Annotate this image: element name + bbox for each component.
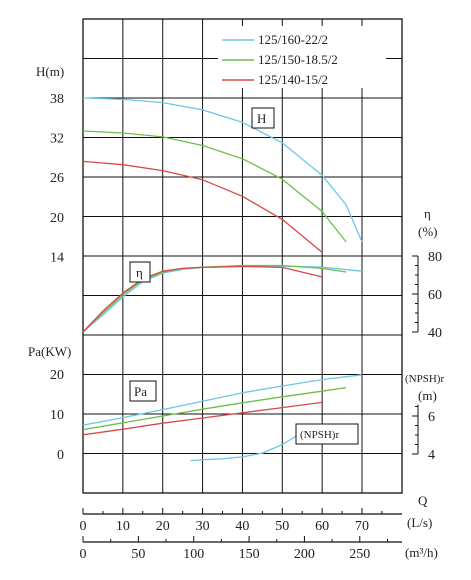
plot-frame [82, 18, 403, 494]
npsh-tick-label: 4 [428, 448, 435, 463]
flow-tick-label-ls: 70 [355, 519, 369, 534]
svg-text:H: H [257, 111, 266, 126]
flow-axes: 0 10 20 30 40 50 60 70 0 50 100 150 200 250 [80, 508, 402, 562]
flow-axis-unit-ls: (L/s) [407, 515, 432, 530]
flow-tick-label-ls: 30 [196, 519, 210, 534]
power-tick-label: 0 [57, 448, 64, 463]
legend-label-2: 125/150-18.5/2 [258, 52, 338, 67]
power-curve-label: Pa [129, 380, 157, 402]
power-curve [82, 386, 347, 431]
efficiency-curve-label: η [129, 261, 151, 283]
svg-text:η: η [136, 265, 143, 280]
legend-label-3: 125/140-15/2 [258, 72, 328, 87]
npsh-axis-title: (NPSH)r [405, 373, 444, 385]
flow-tick-label-ls: 60 [315, 519, 329, 534]
efficiency-tick-label: 60 [428, 288, 442, 303]
flow-tick-label-m3h: 150 [239, 547, 260, 562]
flow-tick-label-m3h: 100 [183, 547, 204, 562]
head-tick-label: 38 [50, 92, 64, 107]
flow-tick-label-ls: 10 [116, 519, 130, 534]
npsh-curve [190, 434, 299, 462]
flow-tick-label-ls: 20 [156, 519, 170, 534]
legend-label-1: 125/160-22/2 [258, 32, 328, 47]
power-curve [82, 374, 363, 426]
efficiency-axis-unit: (%) [418, 224, 438, 239]
head-axis-title: H(m) [36, 64, 64, 79]
flow-tick-label-ls: 40 [235, 519, 249, 534]
npsh-tick-label: 6 [428, 410, 435, 425]
curves-layer [82, 97, 363, 462]
power-axis-ticks: 0 10 20 [50, 368, 64, 463]
head-tick-label: 20 [50, 211, 64, 226]
flow-axis-title: Q [418, 493, 428, 508]
head-tick-label: 26 [50, 171, 64, 186]
flow-tick-label-m3h: 50 [131, 547, 145, 562]
flow-tick-label-ls: 50 [275, 519, 289, 534]
efficiency-axis-title: η [424, 206, 431, 221]
flow-tick-label-m3h: 200 [294, 547, 315, 562]
npsh-axis: 46 [412, 404, 435, 463]
efficiency-tick-label: 40 [428, 326, 442, 341]
head-tick-label: 14 [50, 250, 64, 265]
efficiency-axis: 40 60 80 [412, 250, 442, 341]
legend: 125/160-22/2 125/150-18.5/2 125/140-15/2 [218, 26, 386, 88]
head-tick-label: 32 [50, 132, 64, 147]
power-axis-title: Pa(KW) [28, 344, 71, 359]
svg-text:Pa: Pa [134, 384, 147, 399]
flow-tick-label-ls: 0 [80, 519, 87, 534]
power-tick-label: 20 [50, 368, 64, 383]
npsh-axis-unit: (m) [418, 388, 437, 403]
head-curve-label: H [251, 107, 275, 129]
svg-text:(NPSH)r: (NPSH)r [300, 429, 339, 441]
flow-tick-label-m3h: 0 [80, 547, 87, 562]
head-curve [82, 97, 363, 243]
flow-tick-label-m3h: 250 [349, 547, 370, 562]
head-curve [82, 130, 347, 243]
head-axis-ticks: 14 20 26 32 38 [50, 92, 64, 265]
head-curve [82, 160, 323, 253]
efficiency-tick-label: 80 [428, 250, 442, 265]
flow-axis-unit-m3h: (m³/h) [405, 545, 438, 560]
power-tick-label: 10 [50, 408, 64, 423]
npsh-curve-label: (NPSH)r [295, 423, 359, 445]
efficiency-curve [82, 265, 323, 333]
chart-grid [83, 19, 402, 493]
power-curve [82, 401, 323, 436]
